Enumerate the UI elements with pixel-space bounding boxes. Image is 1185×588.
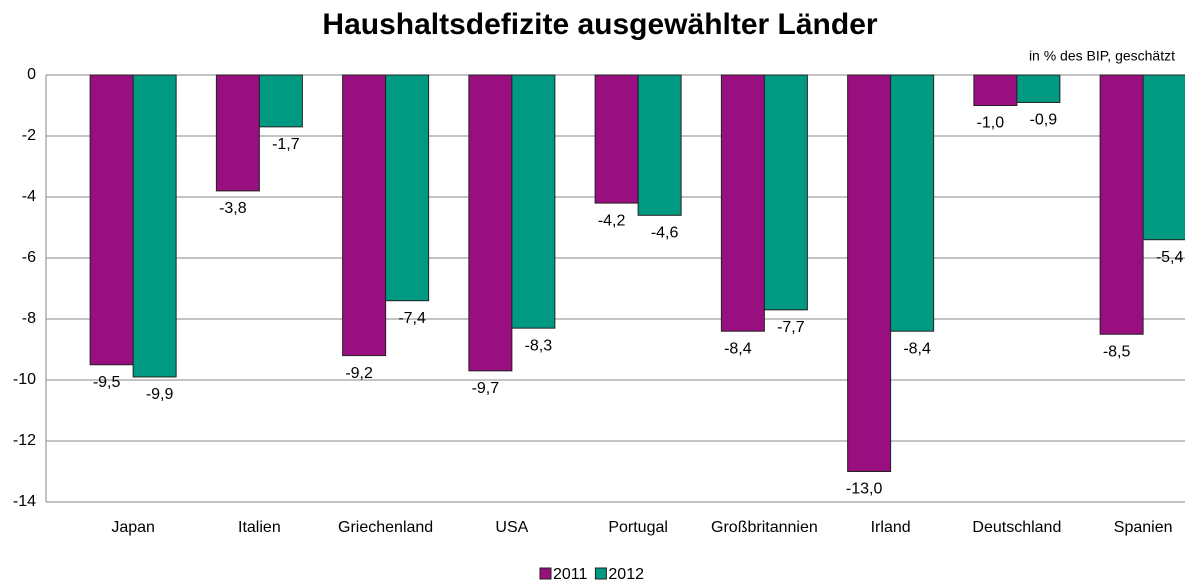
bar [215,74,260,192]
bar [973,74,1018,106]
bar [258,74,303,128]
value-label: -4,2 [598,212,626,229]
bar [847,74,892,472]
value-label: -7,7 [777,319,805,336]
legend-label: 2011 [553,566,588,583]
bar [890,74,935,332]
value-label: -9,2 [345,365,373,382]
value-label: -4,6 [651,225,679,242]
chart-title: Haushaltsdefizite ausgewählter Länder [322,8,877,41]
value-label: -7,4 [398,310,426,327]
legend-swatch [539,567,552,580]
value-label: -1,0 [977,115,1005,132]
value-label: -8,4 [724,340,752,357]
value-label: -8,4 [903,340,931,357]
value-label: -8,3 [525,337,553,354]
x-tick-label: Portugal [608,519,668,536]
value-label: -8,5 [1103,343,1131,360]
y-tick-label: -10 [13,371,36,388]
x-tick-label: Deutschland [972,519,1061,536]
x-tick-label: USA [495,519,528,536]
y-tick-label: -6 [22,249,36,266]
y-tick-label: 0 [27,66,36,83]
bar [511,74,556,329]
bar [637,74,682,216]
y-tick-label: -8 [22,310,36,327]
value-label: -0,9 [1030,112,1058,129]
value-label: -5,4 [1156,249,1184,266]
value-label: -3,8 [219,200,247,217]
x-tick-label: Irland [871,519,911,536]
legend-swatch [594,567,607,580]
bar [763,74,808,311]
bar [132,74,177,378]
bar [1142,74,1185,241]
x-tick-label: Griechenland [338,519,433,536]
value-label: -9,7 [472,380,500,397]
y-tick-label: -12 [13,432,36,449]
bar [1099,74,1144,335]
value-label: -9,9 [146,386,174,403]
value-label: -9,5 [93,374,121,391]
value-label: -13,0 [846,481,883,498]
bar [385,74,430,302]
y-tick-label: -2 [22,127,36,144]
x-tick-label: Italien [238,519,281,536]
bar [594,74,639,204]
chart-subtitle: in % des BIP, geschätzt [1029,48,1175,64]
value-label: -1,7 [272,136,300,153]
bar [342,74,387,357]
bar [468,74,513,372]
bar [89,74,134,366]
y-tick-label: -14 [13,493,36,510]
legend-label: 2012 [608,566,644,583]
x-tick-label: Japan [111,519,155,536]
y-tick-label: -4 [22,188,36,205]
x-tick-label: Großbritannien [711,519,818,536]
bar [1016,74,1061,103]
bar [720,74,765,332]
x-tick-label: Spanien [1114,519,1173,536]
